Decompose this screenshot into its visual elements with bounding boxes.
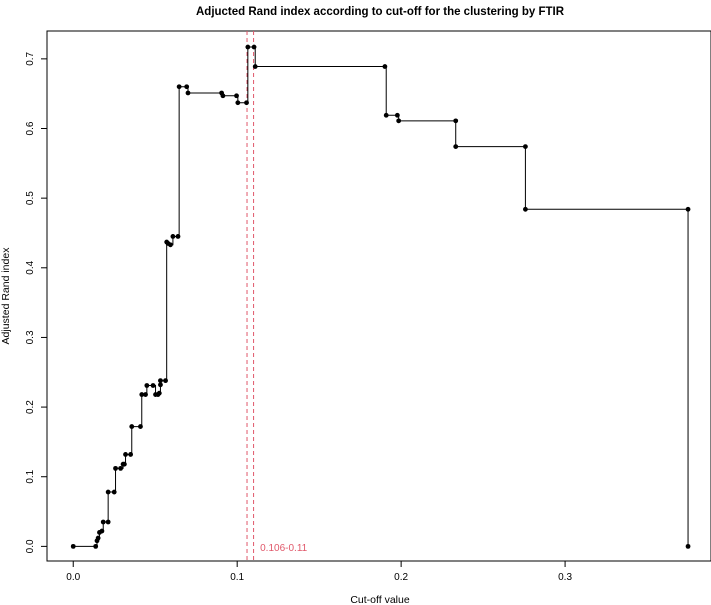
data-point [245, 44, 251, 50]
data-point [128, 452, 134, 457]
data-point [453, 118, 459, 124]
data-point [251, 44, 257, 50]
data-point [220, 93, 226, 99]
y-axis: 0.0 0.1 0.2 0.3 0.4 0.5 0.6 0.7 [25, 51, 48, 553]
series-line [73, 46, 689, 547]
x-axis-label: Cut-off value [350, 594, 409, 605]
data-point [138, 424, 143, 429]
data-point [95, 535, 101, 541]
data-point [168, 242, 173, 248]
data-point [144, 383, 150, 388]
plot-frame [46, 30, 711, 562]
y-tick-label: 0.7 [25, 51, 36, 65]
data-point [184, 84, 190, 90]
data-point [158, 382, 163, 388]
y-tick-label: 0.5 [25, 191, 36, 205]
data-point [170, 234, 176, 239]
data-point [175, 234, 181, 239]
data-point [685, 206, 691, 212]
data-point [100, 519, 106, 525]
data-point [121, 461, 127, 467]
chart-title: Adjucted Rand index according to cut-off… [196, 6, 565, 18]
data-point [176, 84, 182, 90]
y-tick-label: 0.3 [25, 330, 36, 344]
annotations: 0.106-0.11 [260, 543, 308, 554]
x-tick-label: 0.0 [66, 572, 80, 583]
x-tick-label: 0.1 [230, 572, 244, 583]
data-point [235, 100, 241, 106]
data-point [105, 519, 111, 525]
x-tick-label: 0.2 [394, 572, 408, 583]
y-tick-label: 0.0 [25, 539, 36, 553]
data-point [139, 392, 145, 397]
data-point [150, 383, 156, 388]
data-point [396, 118, 402, 124]
data-point [118, 465, 124, 471]
data-point [234, 93, 239, 99]
cutoff-annotation: 0.106-0.11 [260, 543, 308, 554]
data-point [244, 100, 249, 106]
data-point [252, 64, 258, 69]
y-tick-label: 0.2 [25, 400, 36, 414]
data-point [113, 465, 118, 471]
data-point [143, 392, 148, 397]
series [70, 44, 691, 549]
y-tick-label: 0.1 [25, 469, 36, 483]
data-point [105, 489, 111, 495]
cutoff-lines [246, 31, 255, 561]
data-point [453, 144, 459, 150]
data-point [163, 378, 168, 384]
y-tick-label: 0.4 [25, 260, 36, 274]
data-point [123, 452, 128, 457]
data-point [129, 424, 135, 429]
data-point [523, 206, 528, 212]
y-tick-label: 0.6 [25, 121, 36, 135]
y-axis-label: Adjusted Rand index [0, 247, 12, 345]
data-point [185, 90, 191, 96]
data-point [70, 543, 76, 549]
data-point [156, 390, 162, 396]
x-axis: 0.0 0.1 0.2 0.3 [66, 560, 572, 583]
data-point [158, 378, 163, 384]
data-point [93, 543, 99, 549]
x-tick-label: 0.3 [558, 572, 572, 583]
data-point [382, 64, 388, 69]
data-point [685, 543, 691, 549]
data-point [99, 528, 105, 534]
data-point [383, 112, 389, 118]
data-point [394, 112, 400, 118]
data-point [523, 144, 528, 150]
data-point [111, 489, 117, 495]
